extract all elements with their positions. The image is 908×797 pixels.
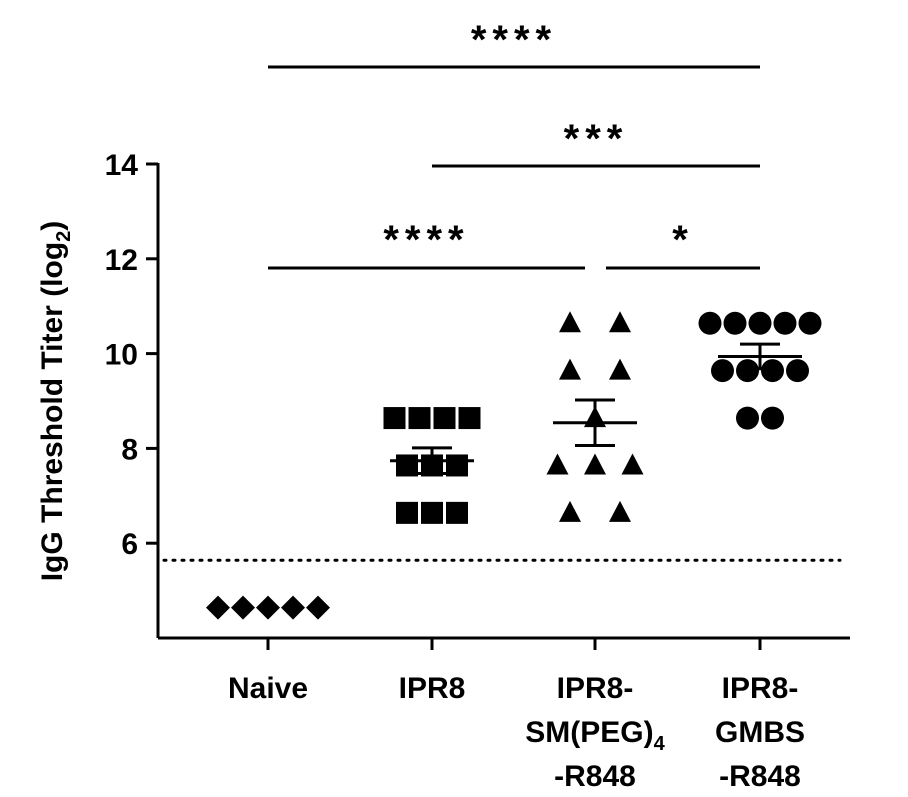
triangle-point bbox=[584, 453, 606, 475]
series-diamond-group bbox=[206, 595, 330, 620]
x-category-label: IPR8- bbox=[557, 672, 634, 705]
x-category-label-text: Naive bbox=[228, 672, 308, 705]
y-tick-label: 14 bbox=[105, 149, 139, 182]
circle-point bbox=[773, 311, 797, 335]
triangle-point bbox=[621, 453, 644, 475]
y-axis-title-end: ) bbox=[36, 221, 69, 231]
significance-label: **** bbox=[471, 18, 557, 62]
y-tick-label: 12 bbox=[105, 244, 138, 277]
triangle-point bbox=[559, 358, 581, 380]
x-category-label: GMBS bbox=[715, 716, 805, 749]
circle-point bbox=[761, 406, 784, 430]
circle-point bbox=[736, 359, 759, 383]
y-axis-title-subscript: 2 bbox=[53, 231, 75, 242]
x-category-label-subscript: 4 bbox=[654, 733, 666, 755]
square-point bbox=[433, 407, 456, 430]
triangle-point bbox=[609, 311, 631, 333]
axis-labels: IgG Threshold Titer (log2) Naive IPR8 IPR8-… bbox=[36, 221, 805, 793]
y-tick-label: 10 bbox=[105, 339, 138, 372]
x-category-label-text: SM(PEG) bbox=[525, 716, 653, 749]
x-category-label: IPR8- bbox=[722, 672, 799, 705]
significance-label: *** bbox=[564, 117, 629, 161]
circle-point bbox=[786, 359, 809, 383]
circle-point bbox=[761, 359, 784, 383]
circle-point bbox=[748, 311, 772, 335]
diamond-point bbox=[281, 595, 305, 620]
significance-layer: **** ******** bbox=[268, 18, 760, 270]
x-category-label-text: -R848 bbox=[554, 760, 636, 793]
circle-point bbox=[736, 406, 759, 430]
triangle-point bbox=[609, 358, 631, 380]
circle-point bbox=[723, 311, 747, 335]
diamond-point bbox=[256, 595, 280, 620]
circle-point bbox=[798, 311, 822, 335]
square-point bbox=[458, 407, 481, 430]
x-category-label: SM(PEG)4 bbox=[525, 716, 665, 755]
x-category-label: IPR8 bbox=[399, 672, 466, 705]
square-point bbox=[408, 407, 431, 430]
square-point bbox=[421, 501, 443, 524]
x-category-label-text: IPR8- bbox=[557, 672, 634, 705]
significance-label: * bbox=[672, 218, 694, 262]
square-point bbox=[383, 407, 406, 430]
diamond-point bbox=[231, 595, 255, 620]
y-tick-label: 6 bbox=[121, 528, 138, 561]
x-category-label: -R848 bbox=[719, 760, 801, 793]
x-category-label-text: IPR8- bbox=[722, 672, 799, 705]
x-category-label-text: GMBS bbox=[715, 716, 805, 749]
x-category-label: -R848 bbox=[554, 760, 636, 793]
significance-label: **** bbox=[383, 218, 469, 262]
mean-sem-layer bbox=[390, 342, 802, 476]
diamond-point bbox=[306, 595, 330, 620]
triangle-point bbox=[609, 500, 631, 522]
x-category-label-text: IPR8 bbox=[399, 672, 466, 705]
x-category-label-text: -R848 bbox=[719, 760, 801, 793]
triangle-point bbox=[546, 453, 569, 475]
square-point bbox=[396, 501, 418, 524]
circle-point bbox=[711, 359, 734, 383]
y-tick-label: 8 bbox=[121, 433, 138, 466]
diamond-point bbox=[206, 595, 230, 620]
x-category-label: Naive bbox=[228, 672, 308, 705]
axes: 6 8 10 12 14 bbox=[105, 149, 850, 650]
circle-point bbox=[698, 311, 722, 335]
data-points bbox=[206, 311, 822, 620]
square-point bbox=[446, 501, 468, 524]
y-axis-title: IgG Threshold Titer (log2) bbox=[36, 221, 75, 582]
y-axis-title-main: IgG Threshold Titer (log bbox=[36, 242, 69, 581]
triangle-point bbox=[559, 311, 581, 333]
series-circle-group bbox=[698, 311, 822, 430]
triangle-point bbox=[559, 500, 581, 522]
